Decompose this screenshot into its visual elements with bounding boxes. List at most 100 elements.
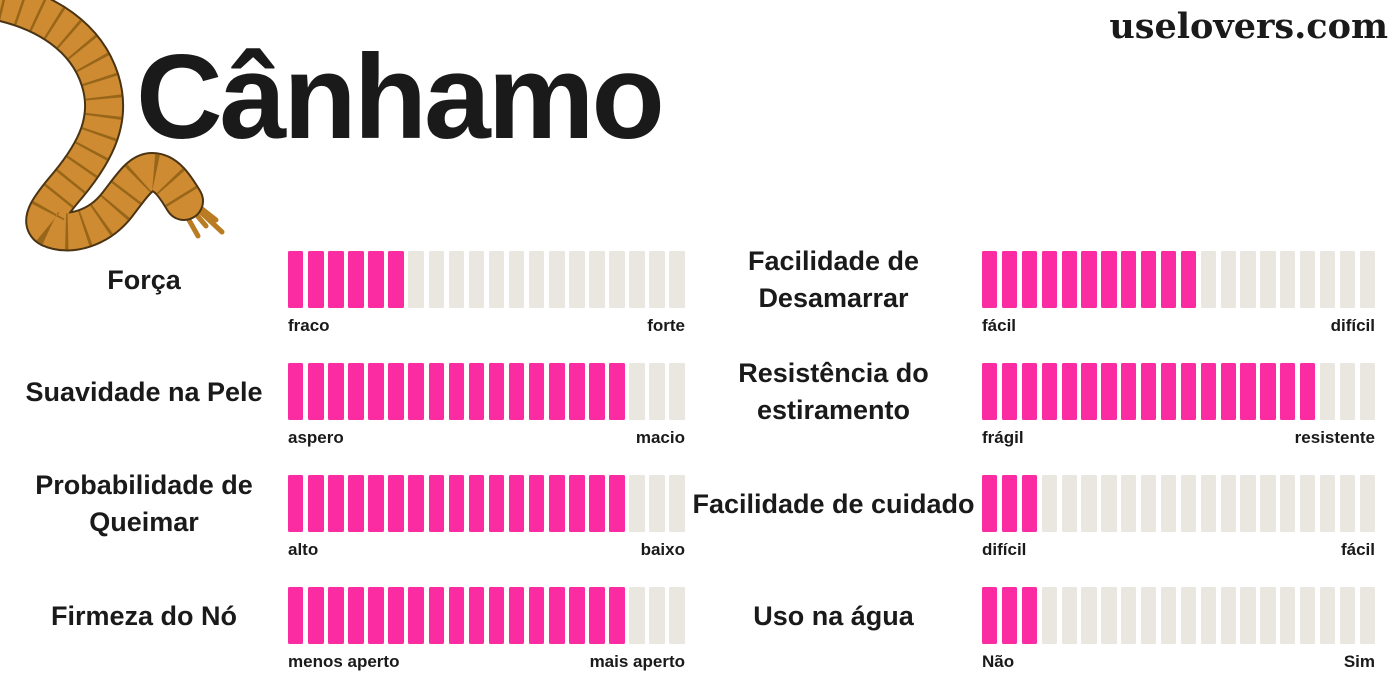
bar-segment-empty [1061,475,1077,532]
bar-segment-empty [1220,251,1236,308]
bar-segment-filled [1081,251,1097,308]
bar-segment-empty [1121,587,1137,644]
rating-bar: difícil fácil [982,475,1375,587]
bar-segment-filled [408,363,424,420]
bar-segment-filled [1121,251,1137,308]
bar-segment-empty [1101,587,1117,644]
bar-segment-filled [508,587,525,644]
bar-segment-filled [982,363,998,420]
bar-segment-filled [388,475,404,532]
max-label: difícil [1330,316,1375,335]
bar-segment-empty [1359,587,1375,644]
bar-segment-empty [1300,475,1316,532]
bar-segment-filled [1001,363,1018,420]
bar-segment-empty [1359,475,1375,532]
property-label: Facilidade de cuidado [692,488,975,519]
bar-segment-filled [549,363,565,420]
bar-segment-filled [308,363,324,420]
bar-segment-filled [1141,363,1157,420]
bar-segment-filled [1280,363,1296,420]
bar-segment-filled [428,475,445,532]
bar-segment-filled [1121,363,1137,420]
bar-segment-filled [1001,587,1018,644]
bar-segment-filled [388,251,404,308]
bar-segment-empty [1101,475,1117,532]
endpoint-labels: fraco forte [288,316,685,336]
property-label: Probabilidade de Queimar [35,470,253,537]
bar-segment-filled [348,251,364,308]
bar-segment-filled [1001,475,1018,532]
min-label: aspero [288,428,344,447]
bar-segment-empty [1041,587,1057,644]
min-label: fácil [982,316,1017,335]
segment-track [288,363,685,420]
min-label: Não [982,652,1015,671]
bar-segment-empty [1300,587,1316,644]
bar-segment-empty [609,251,625,308]
bar-segment-empty [488,251,505,308]
bar-segment-filled [308,587,324,644]
bar-segment-empty [589,251,605,308]
bar-segment-filled [348,587,364,644]
bar-segment-empty [1280,587,1296,644]
bar-segment-filled [328,251,344,308]
bar-segment-empty [1339,363,1356,420]
bar-segment-empty [1141,587,1157,644]
bar-segment-empty [1200,475,1216,532]
bar-segment-filled [448,587,465,644]
bar-segment-empty [1280,475,1296,532]
segment-track [288,475,685,532]
bar-segment-filled [569,363,585,420]
bar-segment-filled [488,475,505,532]
rating-bar: fácil difícil [982,251,1375,363]
bar-segment-filled [508,363,525,420]
bar-segment-filled [549,587,565,644]
property-label: Força [107,264,181,295]
bar-segment-filled [388,363,404,420]
bar-segment-filled [448,363,465,420]
bar-segment-filled [1021,475,1038,532]
bar-segment-filled [1041,363,1057,420]
segment-track [288,587,685,644]
bar-segment-empty [1260,475,1276,532]
bar-segment-filled [1021,251,1038,308]
bar-segment-empty [1160,475,1177,532]
bar-segment-filled [468,587,485,644]
bar-segment-filled [408,587,424,644]
property-label: Resistência do estiramento [738,358,929,425]
bar-segment-filled [368,251,384,308]
bar-segment-empty [1121,475,1137,532]
bar-segment-empty [1081,475,1097,532]
rating-bar: Não Sim [982,587,1375,699]
bar-segment-empty [569,251,585,308]
bar-segment-filled [528,363,545,420]
bar-segment-filled [609,363,625,420]
bar-segment-filled [1180,251,1197,308]
bar-segment-filled [468,475,485,532]
bar-segment-filled [388,587,404,644]
bar-segment-filled [1021,363,1038,420]
bar-segment-empty [1339,475,1356,532]
bar-segment-filled [288,587,304,644]
bar-segment-filled [1260,363,1276,420]
endpoint-labels: Não Sim [982,652,1375,672]
bar-segment-filled [368,587,384,644]
max-label: Sim [1343,652,1375,671]
bar-segment-filled [1220,363,1236,420]
bar-segment-empty [629,363,645,420]
min-label: difícil [982,540,1027,559]
bar-segment-empty [1319,475,1336,532]
min-label: fraco [288,316,330,335]
bar-segment-empty [1359,363,1375,420]
bar-segment-filled [328,475,344,532]
bar-segment-empty [1260,251,1276,308]
bar-segment-filled [1160,363,1177,420]
bar-segment-filled [308,475,324,532]
bar-segment-empty [629,251,645,308]
bar-segment-empty [629,475,645,532]
bar-segment-empty [649,475,665,532]
bar-segment-filled [428,363,445,420]
segment-track [982,587,1375,644]
bar-segment-filled [589,587,605,644]
